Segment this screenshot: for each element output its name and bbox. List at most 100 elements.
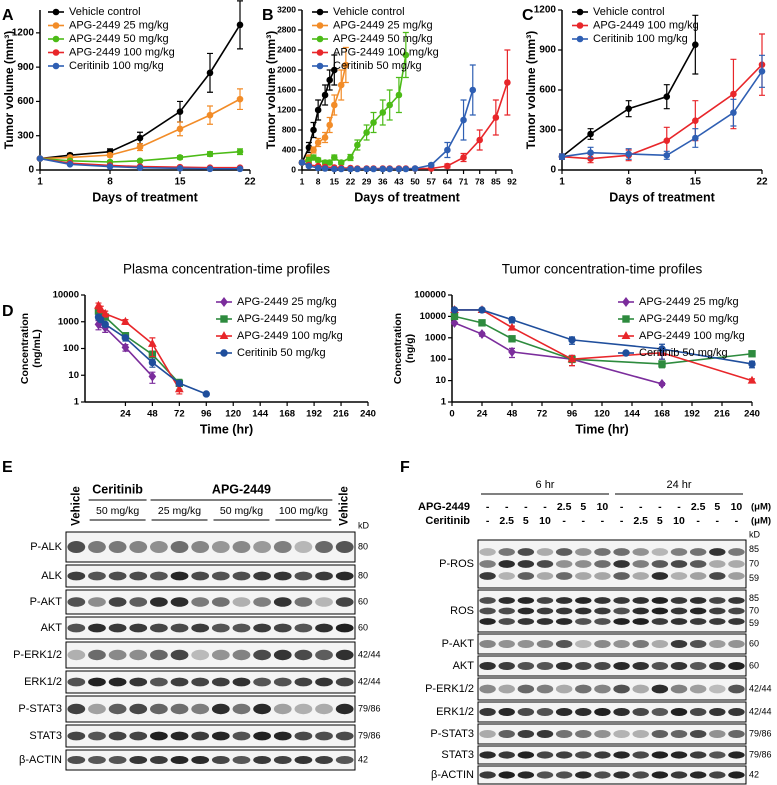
blot-band bbox=[294, 623, 313, 633]
blot-band bbox=[709, 751, 726, 759]
blot-row bbox=[477, 701, 747, 723]
blot-band bbox=[108, 677, 127, 687]
marker bbox=[148, 371, 157, 382]
x-axis-label: Time (hr) bbox=[575, 422, 628, 436]
blot-band bbox=[689, 548, 707, 556]
y-tick-label: 0 bbox=[550, 165, 556, 176]
y-tick-label: 2000 bbox=[277, 64, 296, 74]
blot-band bbox=[253, 623, 271, 633]
x-tick-label: 120 bbox=[225, 409, 241, 420]
marker bbox=[202, 390, 210, 398]
blot-band bbox=[517, 597, 535, 604]
y-tick-label: 100000 bbox=[414, 290, 446, 301]
blot-band bbox=[709, 708, 726, 716]
blot-band bbox=[129, 731, 148, 741]
treatment-label: APG-2449 bbox=[418, 501, 470, 513]
marker bbox=[587, 149, 594, 156]
y-tick-label: 300 bbox=[17, 130, 34, 141]
kd-label: 42/44 bbox=[749, 706, 772, 716]
blot-band bbox=[517, 560, 535, 568]
y-tick-label: 1600 bbox=[277, 84, 296, 94]
marker bbox=[148, 358, 157, 367]
marker bbox=[663, 93, 671, 100]
blot-band bbox=[253, 649, 271, 661]
kd-label: 79/86 bbox=[358, 730, 381, 740]
blot-band bbox=[575, 708, 592, 716]
blot-band bbox=[479, 662, 496, 670]
blot-band bbox=[150, 703, 168, 715]
marker bbox=[316, 62, 324, 70]
blot-band bbox=[150, 649, 168, 661]
blot-band bbox=[709, 640, 726, 648]
blot-band bbox=[170, 703, 189, 715]
blot-band bbox=[575, 730, 592, 738]
x-tick-label: 15 bbox=[174, 177, 186, 188]
series-line bbox=[97, 305, 181, 390]
blot-band bbox=[632, 560, 649, 568]
blot-band bbox=[709, 771, 726, 779]
blot-band bbox=[613, 771, 630, 779]
x-tick-label: 8 bbox=[316, 176, 321, 186]
marker bbox=[236, 148, 244, 156]
blot-band bbox=[479, 751, 496, 759]
marker bbox=[52, 8, 60, 16]
x-tick-label: 144 bbox=[252, 409, 269, 420]
blot-band bbox=[651, 771, 669, 779]
y-tick-label: 3200 bbox=[277, 4, 296, 14]
marker bbox=[321, 91, 329, 99]
blot-band bbox=[498, 751, 515, 759]
blot-band bbox=[575, 662, 592, 670]
blot-band bbox=[315, 731, 333, 741]
marker bbox=[587, 130, 594, 138]
blot-band bbox=[88, 623, 106, 633]
blot-row bbox=[477, 655, 747, 677]
x-tick-label: 15 bbox=[690, 177, 702, 188]
blot-band bbox=[728, 684, 745, 694]
marker bbox=[748, 350, 756, 358]
dose-label: - bbox=[658, 501, 662, 513]
y-tick-label: 100 bbox=[430, 354, 446, 365]
x-tick-label: 15 bbox=[330, 176, 340, 186]
legend-label: Ceritinib 100 mg/kg bbox=[69, 60, 164, 72]
legend-label: APG-2449 25 mg/kg bbox=[237, 296, 337, 308]
marker bbox=[663, 152, 671, 159]
marker bbox=[121, 334, 130, 342]
blot-band bbox=[670, 607, 688, 615]
blot-band bbox=[651, 684, 669, 694]
y-tick-label: 1000 bbox=[425, 332, 446, 343]
blot-band bbox=[575, 597, 592, 604]
blot-band bbox=[211, 571, 230, 581]
blot-band bbox=[150, 571, 168, 581]
y-tick-label: 10 bbox=[435, 375, 446, 386]
marker bbox=[347, 154, 354, 161]
blot-band bbox=[315, 623, 333, 633]
x-tick-label: 71 bbox=[459, 176, 469, 186]
blot-band bbox=[632, 572, 649, 580]
blot-band bbox=[651, 572, 669, 580]
blot-band bbox=[613, 751, 630, 759]
marker bbox=[504, 79, 511, 86]
marker bbox=[476, 136, 483, 144]
x-tick-label: 64 bbox=[443, 176, 453, 186]
marker bbox=[326, 121, 333, 129]
x-tick-label: 22 bbox=[346, 176, 356, 186]
y-axis-label: Tumor volume (mm³) bbox=[2, 31, 16, 149]
marker bbox=[747, 375, 757, 384]
blot-band bbox=[728, 730, 745, 738]
marker bbox=[354, 141, 361, 149]
marker bbox=[347, 165, 354, 173]
blot-band bbox=[555, 597, 573, 604]
marker bbox=[305, 162, 313, 170]
kd-label: 79/86 bbox=[749, 728, 772, 738]
blot-band bbox=[232, 623, 251, 633]
blot-band bbox=[517, 730, 535, 738]
marker bbox=[321, 165, 329, 172]
marker bbox=[730, 90, 737, 98]
blot-band bbox=[536, 572, 554, 580]
blot-band bbox=[575, 618, 592, 625]
blot-band bbox=[232, 597, 251, 607]
legend-label: APG-2449 100 mg/kg bbox=[333, 46, 439, 58]
dose-label: - bbox=[620, 515, 624, 527]
blot-band bbox=[632, 597, 649, 604]
